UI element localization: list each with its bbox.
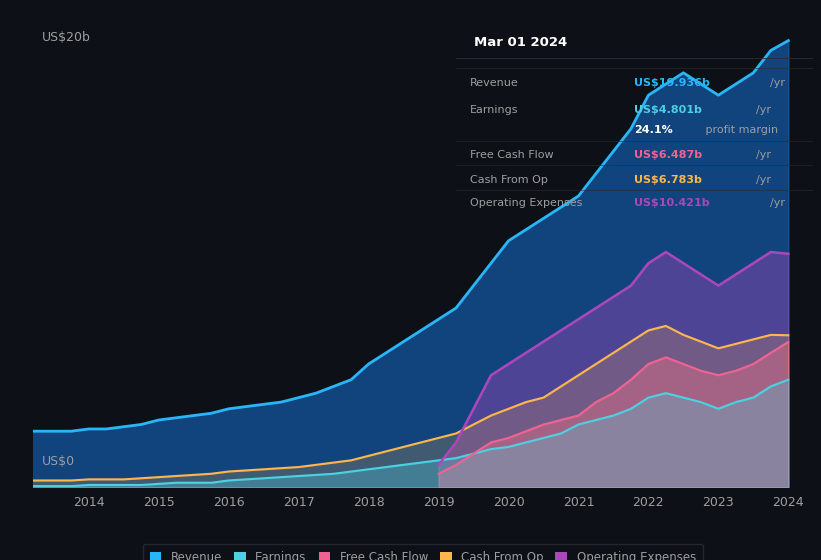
Text: 24.1%: 24.1%	[635, 125, 673, 135]
Text: Earnings: Earnings	[470, 105, 518, 115]
Text: US$6.487b: US$6.487b	[635, 150, 702, 160]
Text: /yr: /yr	[756, 150, 772, 160]
Legend: Revenue, Earnings, Free Cash Flow, Cash From Op, Operating Expenses: Revenue, Earnings, Free Cash Flow, Cash …	[143, 544, 703, 560]
Text: /yr: /yr	[770, 198, 785, 208]
Text: Cash From Op: Cash From Op	[470, 175, 548, 185]
Text: Revenue: Revenue	[470, 78, 519, 88]
Text: /yr: /yr	[770, 78, 785, 88]
Text: US$20b: US$20b	[42, 31, 91, 44]
Text: US$4.801b: US$4.801b	[635, 105, 702, 115]
Text: Free Cash Flow: Free Cash Flow	[470, 150, 553, 160]
Text: profit margin: profit margin	[702, 125, 778, 135]
Text: /yr: /yr	[756, 105, 772, 115]
Text: Operating Expenses: Operating Expenses	[470, 198, 582, 208]
Text: US$0: US$0	[42, 455, 76, 468]
Text: Mar 01 2024: Mar 01 2024	[474, 36, 566, 49]
Text: US$6.783b: US$6.783b	[635, 175, 702, 185]
Text: /yr: /yr	[756, 175, 772, 185]
Text: US$19.936b: US$19.936b	[635, 78, 710, 88]
Text: US$10.421b: US$10.421b	[635, 198, 710, 208]
